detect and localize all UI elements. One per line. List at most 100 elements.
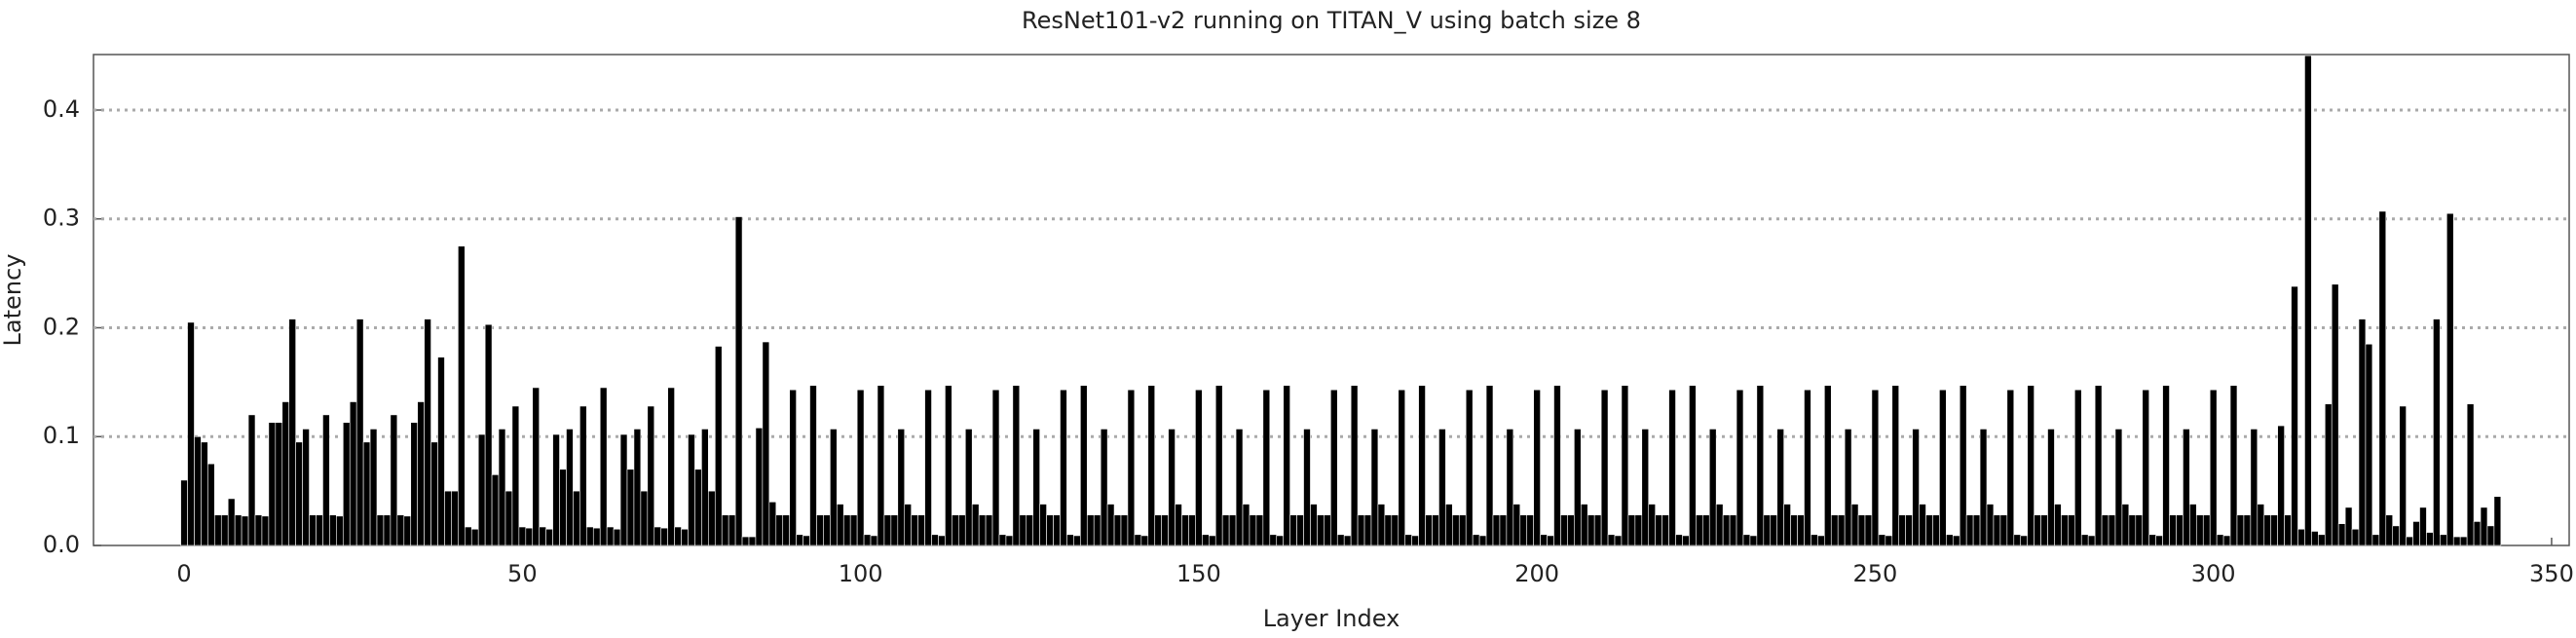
bar [566,429,574,546]
bar [2270,514,2278,546]
bar [1458,514,1467,546]
bar [1100,429,1108,546]
bar [782,514,790,546]
bar [613,528,621,546]
bar [1492,514,1501,546]
bar [2331,283,2339,546]
bar [2445,212,2454,546]
x-tick-label: 250 [1853,560,1898,587]
bar [1770,514,1777,546]
bar [1993,514,2001,546]
bar [1655,514,1662,546]
bar [1120,514,1129,546]
bar [316,514,323,546]
bar [1946,534,1954,546]
bar [532,387,540,546]
bar [803,535,810,546]
bar [1370,429,1379,546]
bar [1154,514,1162,546]
bar [985,514,993,546]
bar [2433,319,2441,546]
bar [633,429,642,546]
bar [383,514,392,546]
bar [2040,514,2048,546]
bar [1621,385,1629,546]
x-tick-label: 100 [839,560,883,587]
bar [1925,514,1933,546]
bar [1012,385,1021,546]
bar [897,429,906,546]
bar [1438,429,1446,546]
bar [1811,534,1818,546]
bar [964,429,973,546]
bar [1425,514,1433,546]
bar [1208,535,1216,546]
bar [1600,389,1609,546]
bar [1249,514,1257,546]
bar [1499,514,1508,546]
bar [518,526,527,546]
bar [2155,535,2163,546]
bar [1519,514,1528,546]
bar [1357,514,1365,546]
bar [1202,534,1210,546]
bar [470,528,479,546]
bar [1086,514,1095,546]
bar [911,514,918,546]
bar [1567,514,1575,546]
bar [653,526,662,546]
bar [458,245,466,546]
bar [883,514,892,546]
bar [1262,389,1271,546]
bar [396,514,405,546]
bar [599,387,608,546]
bar [1377,504,1386,546]
bar [329,514,337,546]
bar [870,535,878,546]
bar [2440,534,2447,546]
bar [2169,514,2177,546]
bar [1783,504,1791,546]
bar [1445,504,1453,546]
bar [830,429,838,546]
bar [2229,385,2238,546]
bar [2243,514,2252,546]
bar [1560,514,1568,546]
bar [2006,389,2015,546]
bar [1668,389,1676,546]
bar [768,501,777,546]
bar [451,490,459,546]
bar [2365,343,2373,546]
bar [2189,504,2197,546]
bar [498,429,506,546]
bar [484,323,493,546]
bar [1161,514,1169,546]
bar [2202,514,2211,546]
bar [1627,514,1636,546]
bar [1574,429,1582,546]
bar [1005,535,1014,546]
bar [1850,504,1859,546]
bar [1140,535,1149,546]
bar [809,385,817,546]
bar [194,435,202,546]
y-tick-label: 0.0 [43,531,80,558]
bar [234,514,243,546]
bar [681,528,689,546]
bar [660,527,668,546]
bar [247,414,256,546]
bar [1506,429,1514,546]
bar [1303,429,1311,546]
bar [254,514,263,546]
bar [2068,514,2075,546]
bar [1804,389,1811,546]
bar [1844,429,1852,546]
bar [640,490,649,546]
bar [1228,514,1237,546]
bar [1675,534,1683,546]
bar [1912,429,1920,546]
bar [2128,514,2137,546]
bar [1418,385,1426,546]
bar [1188,514,1196,546]
bar [1113,514,1122,546]
